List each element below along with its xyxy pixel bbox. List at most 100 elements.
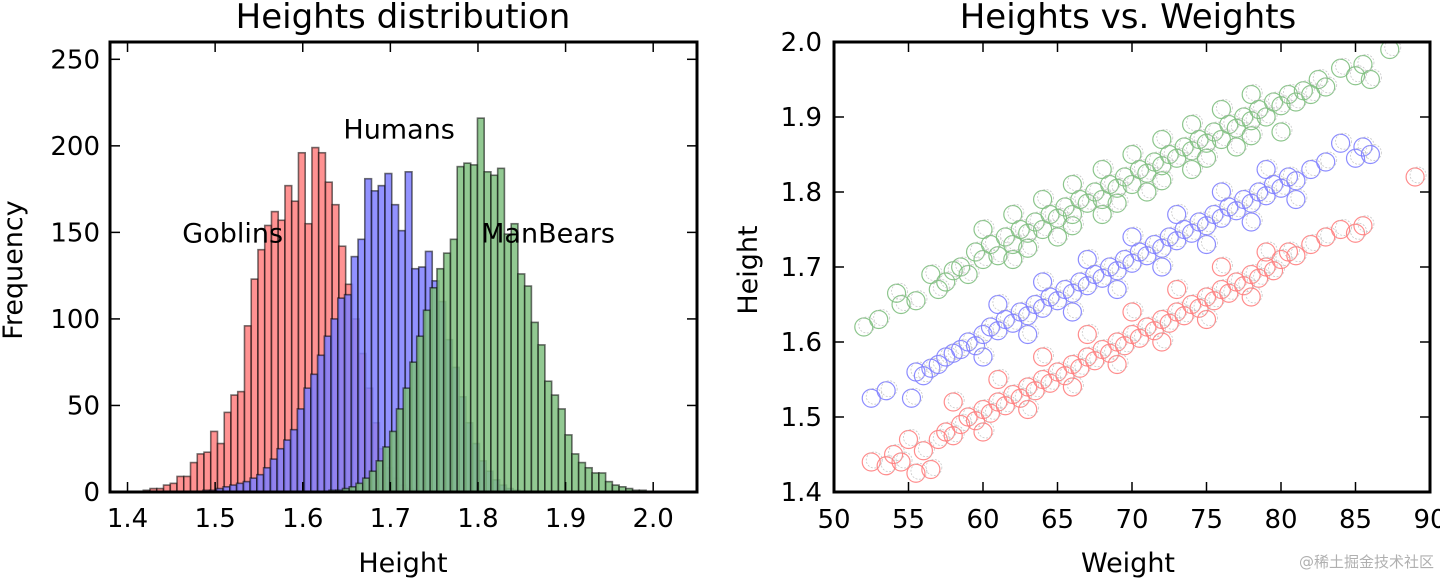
scatter-point-shadow <box>1365 69 1382 86</box>
histogram-bar <box>368 470 378 493</box>
scatter-point <box>1286 171 1306 191</box>
histogram-x-axis-label: Height <box>358 548 447 579</box>
scatter-point <box>898 429 919 450</box>
scatter-point <box>1286 189 1306 210</box>
scatter-y-axis-label: Height <box>733 225 764 314</box>
scatter-point-shadow <box>1384 42 1402 56</box>
histogram-bar <box>456 165 465 493</box>
scatter-point-shadow <box>1409 166 1427 184</box>
scatter-point <box>951 414 971 435</box>
scatter-point-shadow <box>1253 267 1271 285</box>
y-tick-label: 1.6 <box>781 328 822 358</box>
scatter-point <box>1211 99 1232 120</box>
scatter-point-shadow <box>1238 189 1256 206</box>
scatter-point-shadow <box>1335 57 1352 75</box>
scatter-point-shadow <box>1193 129 1211 146</box>
scatter-point <box>1107 279 1127 300</box>
scatter-point <box>1062 302 1083 322</box>
scatter-point-shadow <box>992 320 1010 338</box>
scatter-point-shadow <box>1081 275 1099 293</box>
scatter-point <box>1345 148 1366 168</box>
scatter-point-shadow <box>910 290 928 308</box>
scatter-point-shadow <box>1156 331 1174 349</box>
scatter-point-shadow <box>1268 260 1285 278</box>
histogram-bar <box>537 344 546 493</box>
scatter-point <box>1256 242 1276 262</box>
scatter-point-shadow <box>1111 279 1129 296</box>
scatter-point-shadow <box>1260 241 1278 259</box>
scatter-point-shadow <box>1305 84 1323 101</box>
scatter-point-shadow <box>1208 204 1226 221</box>
scatter-point-shadow <box>918 440 935 458</box>
scatter-point <box>943 392 963 412</box>
scatter-point-shadow <box>1074 357 1092 375</box>
scatter-point-shadow <box>1052 226 1069 244</box>
x-tick-label: 2.0 <box>633 504 674 534</box>
scatter-point <box>886 283 907 303</box>
scatter-point-shadow <box>940 346 958 364</box>
scatter-point-shadow <box>1134 159 1151 176</box>
scatter-point <box>951 257 971 277</box>
scatter-point-shadow <box>1089 264 1107 281</box>
scatter-point-shadow <box>1275 177 1293 195</box>
scatter-point-shadow <box>977 249 995 266</box>
scatter-point <box>1167 204 1187 225</box>
scatter-point-shadow <box>1096 339 1114 356</box>
scatter-point-shadow <box>873 309 891 326</box>
scatter-point-shadow <box>1007 384 1025 401</box>
x-tick-label: 90 <box>1413 505 1440 535</box>
scatter-point-shadow <box>1335 132 1352 150</box>
scatter-point <box>1032 272 1053 292</box>
scatter-point-shadow <box>1119 166 1136 184</box>
scatter-series-goblins <box>861 166 1427 483</box>
histogram-bar <box>604 480 614 493</box>
scatter-point-shadow <box>977 346 995 364</box>
scatter-point-shadow <box>1134 241 1151 259</box>
scatter-point-shadow <box>947 391 965 409</box>
histogram-bar <box>357 238 366 493</box>
scatter-point-shadow <box>1312 69 1330 86</box>
scatter-point-shadow <box>947 342 965 360</box>
histogram-bar <box>395 408 405 493</box>
y-tick-label: 1.9 <box>781 103 822 133</box>
scatter-point-shadow <box>1186 294 1203 311</box>
scatter-point <box>1152 257 1172 277</box>
scatter-point <box>1167 279 1187 300</box>
scatter-point-shadow <box>1059 196 1077 214</box>
scatter-point-shadow <box>970 241 987 259</box>
scatter-point-shadow <box>1067 376 1084 394</box>
scatter-point-shadow <box>1365 144 1382 161</box>
scatter-point-shadow <box>1067 282 1084 300</box>
scatter-point-shadow <box>1044 204 1062 221</box>
scatter-point <box>1271 96 1291 116</box>
scatter-point-shadow <box>1320 76 1338 94</box>
scatter-point-shadow <box>925 264 943 281</box>
scatter-point-shadow <box>1178 305 1196 323</box>
scatter-point-shadow <box>1245 192 1263 210</box>
scatter-point-shadow <box>880 380 898 398</box>
histogram-bar <box>263 224 273 493</box>
y-tick-label: 1.4 <box>781 478 822 508</box>
histogram-bar <box>557 408 566 493</box>
histogram-bar <box>436 267 445 493</box>
x-tick-label: 55 <box>892 505 925 535</box>
scatter-point-shadow <box>1007 204 1025 221</box>
histogram-bar <box>182 475 192 493</box>
scatter-point-shadow <box>865 387 883 405</box>
histogram-bar <box>375 460 384 493</box>
histogram-bar <box>316 354 326 493</box>
histogram-bar <box>598 472 607 493</box>
x-tick-label: 70 <box>1115 505 1148 535</box>
scatter-point <box>876 381 896 401</box>
scatter-point-shadow <box>1245 125 1263 143</box>
histogram-bar <box>236 390 246 493</box>
scatter-point <box>1107 178 1127 198</box>
scatter-point-shadow <box>1156 256 1174 274</box>
scatter-point-shadow <box>1171 147 1189 165</box>
scatter-frame <box>832 40 1432 494</box>
scatter-point-shadow <box>906 387 923 405</box>
scatter-point <box>1211 182 1232 202</box>
scatter-point <box>1107 193 1127 213</box>
y-tick-label: 250 <box>50 45 100 75</box>
scatter-point <box>1003 249 1023 270</box>
